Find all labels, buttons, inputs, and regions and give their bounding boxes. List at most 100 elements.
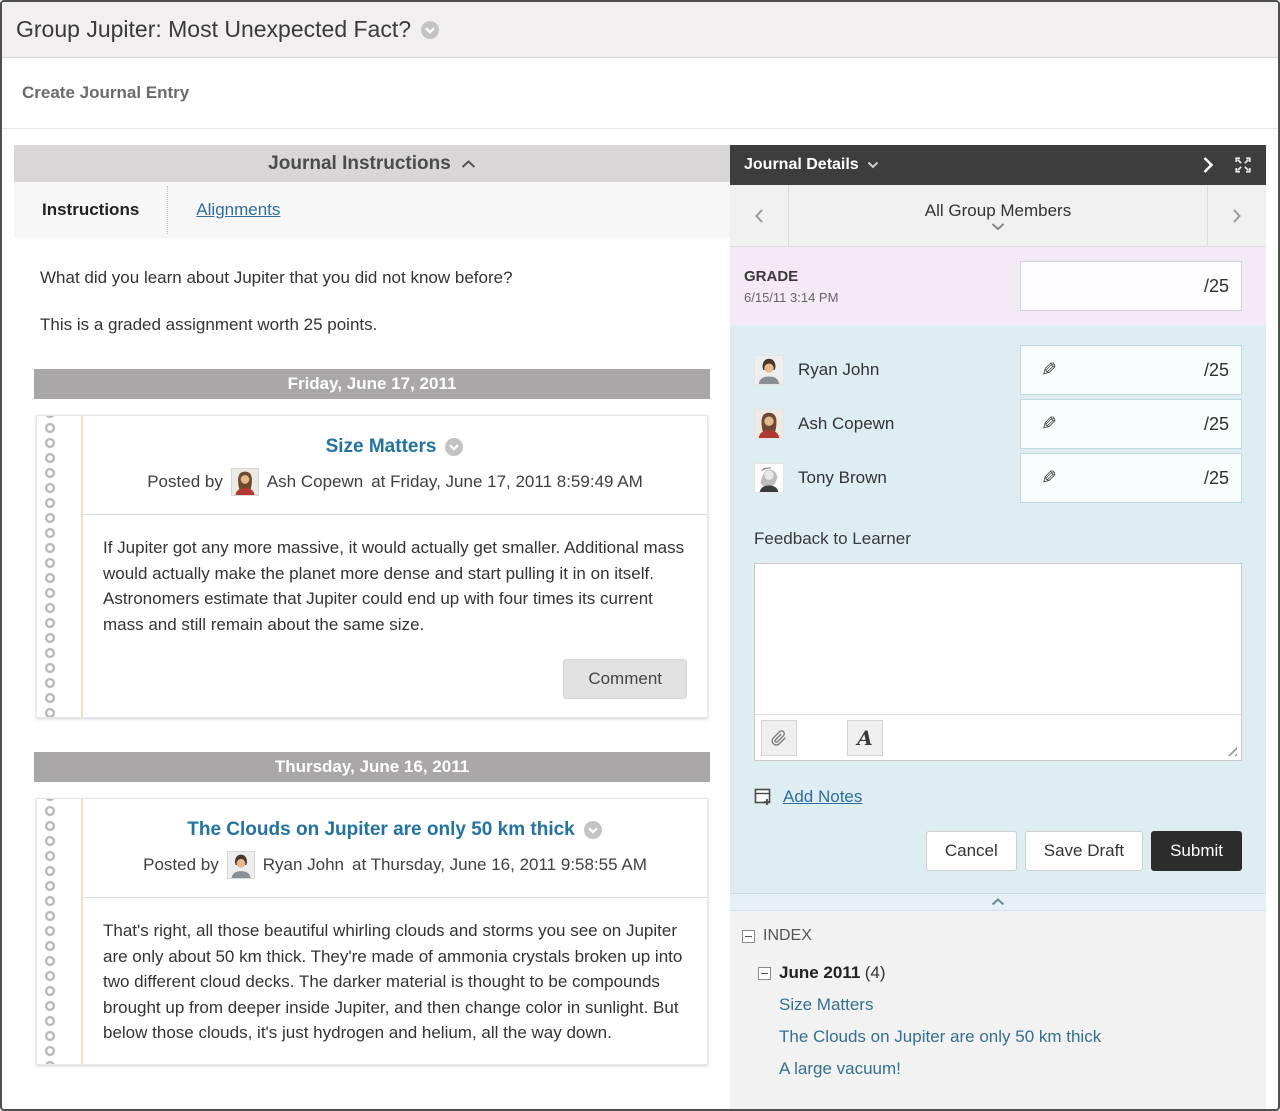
entry-chevron-down-icon[interactable] xyxy=(583,820,603,840)
member-row: Tony Brown ✎ /25 xyxy=(754,453,1242,503)
font-a-icon: A xyxy=(857,725,873,750)
entry-body: That's right, all those beautiful whirli… xyxy=(103,921,683,1042)
date-bar-friday: Friday, June 17, 2011 xyxy=(34,369,710,399)
instruction-text-1: What did you learn about Jupiter that yo… xyxy=(40,268,513,287)
member-selector[interactable]: All Group Members xyxy=(788,185,1208,246)
member-grade-input[interactable]: ✎ /25 xyxy=(1020,399,1242,449)
member-grade-input[interactable]: ✎ /25 xyxy=(1020,453,1242,503)
member-points-suffix: /25 xyxy=(1203,467,1229,488)
avatar xyxy=(230,468,259,496)
entry-author: Ash Copewn xyxy=(266,472,364,491)
comment-button[interactable]: Comment xyxy=(563,659,687,699)
save-draft-button[interactable]: Save Draft xyxy=(1024,831,1144,871)
tab-alignments[interactable]: Alignments xyxy=(196,200,281,219)
grade-section: GRADE 6/15/11 3:14 PM /25 xyxy=(730,247,1266,325)
cancel-button[interactable]: Cancel xyxy=(925,831,1017,871)
page-header: Group Jupiter: Most Unexpected Fact? xyxy=(2,2,1278,58)
collapse-up-icon xyxy=(461,159,475,168)
journal-entry-card: The Clouds on Jupiter are only 50 km thi… xyxy=(36,798,708,1065)
prev-member-button[interactable] xyxy=(730,185,788,246)
spiral-binding-decoration xyxy=(37,416,83,717)
edit-pencil-icon: ✎ xyxy=(1041,467,1057,489)
main-content: Journal Instructions Instructions Alignm… xyxy=(2,129,1278,1109)
submit-button[interactable]: Submit xyxy=(1151,831,1242,871)
fullscreen-expand-icon[interactable] xyxy=(1234,156,1252,174)
paperclip-icon xyxy=(771,729,786,746)
editor-toolbar: A xyxy=(755,714,1241,760)
panel-collapse-right-icon[interactable] xyxy=(1202,156,1214,174)
instructions-tabs: Instructions Alignments xyxy=(14,182,730,238)
member-name: Tony Brown xyxy=(798,468,887,487)
group-grade-input[interactable]: /25 xyxy=(1020,261,1242,311)
journal-instructions-panel: Journal Instructions Instructions Alignm… xyxy=(14,145,730,1109)
spiral-binding-decoration xyxy=(37,799,83,1064)
journal-instructions-header[interactable]: Journal Instructions xyxy=(14,145,730,182)
member-selector-label: All Group Members xyxy=(924,201,1072,220)
index-month-label: June 2011 xyxy=(779,963,861,982)
posted-by-label: Posted by xyxy=(143,855,219,874)
tab-separator xyxy=(167,186,169,234)
journal-details-panel: Journal Details A xyxy=(730,145,1266,1109)
grade-timestamp: 6/15/11 3:14 PM xyxy=(744,289,839,305)
grade-label: GRADE xyxy=(744,267,799,285)
entry-chevron-down-icon[interactable] xyxy=(444,437,464,457)
index-link[interactable]: The Clouds on Jupiter are only 50 km thi… xyxy=(779,1027,1102,1046)
add-notes-icon xyxy=(754,788,771,805)
entry-author: Ryan John xyxy=(262,855,344,874)
index-section: INDEX June 2011 (4) Size Matters The Clo… xyxy=(730,911,1266,1109)
entry-title[interactable]: Size Matters xyxy=(325,436,437,457)
avatar xyxy=(226,851,255,879)
member-row: Ash Copewn ✎ /25 xyxy=(754,399,1242,449)
feedback-textarea[interactable] xyxy=(755,564,1241,714)
instructions-content: What did you learn about Jupiter that yo… xyxy=(14,238,730,1075)
entry-byline: Posted by Ryan John at Thursday, June 16… xyxy=(103,851,687,879)
journal-details-title[interactable]: Journal Details xyxy=(744,156,859,173)
entry-byline: Posted by Ash Copewn at Friday, June 17,… xyxy=(103,468,687,496)
posted-by-label: Posted by xyxy=(147,472,223,491)
title-chevron-down-icon[interactable] xyxy=(420,20,440,40)
next-member-button[interactable] xyxy=(1208,185,1266,246)
entry-title[interactable]: The Clouds on Jupiter are only 50 km thi… xyxy=(187,819,575,840)
date-bar-thursday: Thursday, June 16, 2011 xyxy=(34,752,710,782)
index-month-count: (4) xyxy=(864,963,886,982)
card-divider xyxy=(83,514,707,515)
avatar xyxy=(754,409,784,439)
add-notes-row: Add Notes xyxy=(754,787,1242,807)
text-format-button[interactable]: A xyxy=(847,719,883,756)
edit-pencil-icon: ✎ xyxy=(1041,413,1057,435)
tab-instructions[interactable]: Instructions xyxy=(42,200,140,219)
chevron-right-icon xyxy=(1233,208,1241,223)
collapse-minus-icon[interactable] xyxy=(742,929,755,943)
details-chevron-down-icon[interactable] xyxy=(867,161,879,169)
journal-details-header: Journal Details xyxy=(730,145,1266,185)
member-grade-input[interactable]: ✎ /25 xyxy=(1020,345,1242,395)
grade-points-suffix: /25 xyxy=(1203,275,1229,296)
entry-body: If Jupiter got any more massive, it woul… xyxy=(103,538,685,634)
index-label: INDEX xyxy=(763,927,812,944)
page-title: Group Jupiter: Most Unexpected Fact? xyxy=(16,16,412,42)
journal-instructions-title: Journal Instructions xyxy=(268,152,451,174)
feedback-label: Feedback to Learner xyxy=(754,529,911,548)
member-points-suffix: /25 xyxy=(1203,413,1229,434)
grading-section: Ryan John ✎ /25 Ash Copewn ✎ /25 xyxy=(730,325,1266,911)
action-bar: Create Journal Entry xyxy=(2,58,1278,129)
collapse-minus-icon[interactable] xyxy=(758,966,771,980)
index-link[interactable]: A large vacuum! xyxy=(779,1059,901,1078)
journal-entry-card: Size Matters Posted by Ash Copewn xyxy=(36,415,708,718)
member-name: Ryan John xyxy=(798,360,880,379)
instruction-text-2: This is a graded assignment worth 25 poi… xyxy=(40,315,378,334)
avatar xyxy=(754,355,784,385)
member-navigation: All Group Members xyxy=(730,185,1266,247)
add-notes-link[interactable]: Add Notes xyxy=(783,787,863,806)
section-collapse-bar[interactable] xyxy=(730,893,1266,911)
collapse-up-icon xyxy=(991,898,1005,906)
index-link[interactable]: Size Matters xyxy=(779,995,874,1014)
entry-timestamp: at Thursday, June 16, 2011 9:58:55 AM xyxy=(352,855,647,874)
member-row: Ryan John ✎ /25 xyxy=(754,345,1242,395)
avatar xyxy=(754,463,784,493)
attach-file-button[interactable] xyxy=(761,719,797,756)
textarea-resize-handle[interactable] xyxy=(1224,743,1237,756)
create-journal-entry-button[interactable]: Create Journal Entry xyxy=(22,83,190,102)
chevron-left-icon xyxy=(755,208,763,223)
